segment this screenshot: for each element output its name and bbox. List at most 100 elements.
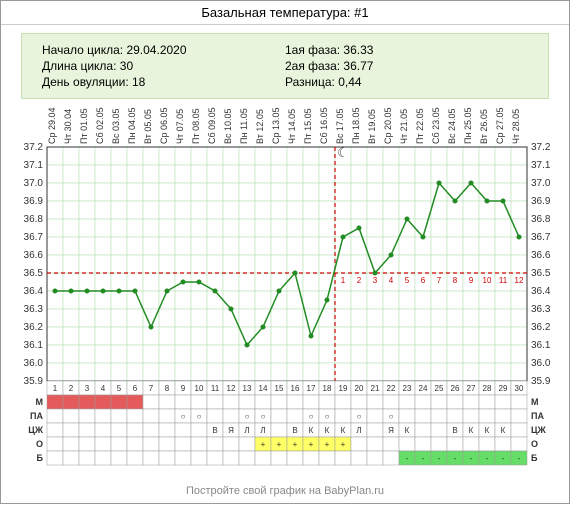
svg-text:37.0: 37.0: [531, 178, 551, 189]
svg-text:5: 5: [405, 276, 410, 285]
svg-text:36.9: 36.9: [24, 196, 44, 207]
svg-text:37.1: 37.1: [24, 160, 44, 171]
svg-text:В: В: [212, 426, 217, 435]
svg-text:36.2: 36.2: [24, 322, 44, 333]
svg-text:Вс 17.05: Вс 17.05: [335, 108, 345, 144]
svg-text:Я: Я: [388, 426, 394, 435]
svg-text:Л: Л: [356, 426, 361, 435]
svg-text:1: 1: [53, 384, 58, 393]
svg-text:9: 9: [469, 276, 474, 285]
svg-text:6: 6: [133, 384, 138, 393]
info-box: Начало цикла: 29.04.2020Длина цикла: 30Д…: [21, 33, 549, 99]
svg-text:☾: ☾: [337, 145, 349, 160]
svg-text:3: 3: [373, 276, 378, 285]
svg-text:+: +: [293, 440, 298, 449]
svg-text:Б: Б: [531, 453, 538, 463]
svg-text:19: 19: [339, 384, 348, 393]
svg-text:37.2: 37.2: [24, 142, 44, 153]
svg-text:Вс 24.05: Вс 24.05: [447, 108, 457, 144]
svg-text:37.2: 37.2: [531, 142, 551, 153]
svg-text:-: -: [454, 454, 457, 463]
svg-text:25: 25: [435, 384, 444, 393]
svg-text:12: 12: [227, 384, 236, 393]
svg-text:21: 21: [371, 384, 380, 393]
svg-text:К: К: [485, 426, 490, 435]
svg-text:○: ○: [181, 412, 186, 421]
svg-text:Вт 05.05: Вт 05.05: [143, 109, 153, 144]
svg-text:29: 29: [499, 384, 508, 393]
svg-text:К: К: [341, 426, 346, 435]
svg-text:М: М: [36, 397, 44, 407]
svg-text:Пн 25.05: Пн 25.05: [463, 108, 473, 144]
chart-title: Базальная температура: #1: [1, 1, 569, 25]
svg-text:36.8: 36.8: [24, 214, 44, 225]
chart-area: 35.935.936.036.036.136.136.236.236.336.3…: [1, 107, 569, 479]
svg-text:14: 14: [259, 384, 268, 393]
svg-text:Сб 02.05: Сб 02.05: [95, 107, 105, 144]
svg-text:Ср 20.05: Ср 20.05: [383, 107, 393, 144]
svg-text:35.9: 35.9: [531, 376, 551, 387]
svg-text:37.0: 37.0: [24, 178, 44, 189]
svg-text:36.9: 36.9: [531, 196, 551, 207]
svg-text:2: 2: [357, 276, 362, 285]
svg-text:○: ○: [309, 412, 314, 421]
svg-text:Ср 29.04: Ср 29.04: [47, 107, 57, 144]
svg-text:35.9: 35.9: [24, 376, 44, 387]
info-row: 2ая фаза: 36.77: [285, 58, 528, 74]
svg-text:Вт 12.05: Вт 12.05: [255, 109, 265, 144]
svg-text:11: 11: [499, 276, 508, 285]
svg-text:30: 30: [515, 384, 524, 393]
svg-text:-: -: [486, 454, 489, 463]
svg-text:+: +: [261, 440, 266, 449]
svg-text:Пт 08.05: Пт 08.05: [191, 108, 201, 144]
svg-text:-: -: [502, 454, 505, 463]
svg-text:Ср 13.05: Ср 13.05: [271, 107, 281, 144]
svg-text:36.4: 36.4: [24, 286, 44, 297]
svg-text:Сб 09.05: Сб 09.05: [207, 107, 217, 144]
svg-text:Пт 15.05: Пт 15.05: [303, 108, 313, 144]
svg-text:-: -: [438, 454, 441, 463]
svg-text:5: 5: [117, 384, 122, 393]
svg-text:36.6: 36.6: [531, 250, 551, 261]
svg-text:20: 20: [355, 384, 364, 393]
svg-text:10: 10: [483, 276, 492, 285]
svg-text:В: В: [452, 426, 457, 435]
svg-text:2: 2: [69, 384, 74, 393]
svg-text:-: -: [406, 454, 409, 463]
svg-text:Вт 19.05: Вт 19.05: [367, 109, 377, 144]
svg-text:11: 11: [211, 384, 220, 393]
svg-text:К: К: [325, 426, 330, 435]
svg-text:Пн 18.05: Пн 18.05: [351, 108, 361, 144]
svg-text:36.2: 36.2: [531, 322, 551, 333]
svg-text:ЦЖ: ЦЖ: [28, 425, 44, 435]
svg-text:○: ○: [261, 412, 266, 421]
svg-text:8: 8: [453, 276, 458, 285]
svg-text:36.7: 36.7: [531, 232, 551, 243]
svg-text:37.1: 37.1: [531, 160, 551, 171]
svg-text:Я: Я: [228, 426, 234, 435]
svg-text:16: 16: [291, 384, 300, 393]
svg-text:36.5: 36.5: [531, 268, 551, 279]
svg-text:7: 7: [149, 384, 154, 393]
svg-text:7: 7: [437, 276, 442, 285]
svg-text:36.0: 36.0: [24, 358, 44, 369]
svg-text:27: 27: [467, 384, 476, 393]
svg-text:36.7: 36.7: [24, 232, 44, 243]
info-row: 1ая фаза: 36.33: [285, 42, 528, 58]
svg-text:18: 18: [323, 384, 332, 393]
svg-text:+: +: [341, 440, 346, 449]
svg-text:-: -: [518, 454, 521, 463]
svg-text:Сб 23.05: Сб 23.05: [431, 107, 441, 144]
svg-text:Б: Б: [37, 453, 44, 463]
svg-text:22: 22: [387, 384, 396, 393]
svg-text:28: 28: [483, 384, 492, 393]
svg-text:13: 13: [243, 384, 252, 393]
svg-text:○: ○: [357, 412, 362, 421]
svg-text:36.8: 36.8: [531, 214, 551, 225]
svg-text:ЦЖ: ЦЖ: [531, 425, 547, 435]
info-row: Разница: 0,44: [285, 74, 528, 90]
svg-text:10: 10: [195, 384, 204, 393]
svg-text:Чт 28.05: Чт 28.05: [511, 109, 521, 144]
svg-text:Вс 10.05: Вс 10.05: [223, 108, 233, 144]
svg-text:Ср 27.05: Ср 27.05: [495, 107, 505, 144]
